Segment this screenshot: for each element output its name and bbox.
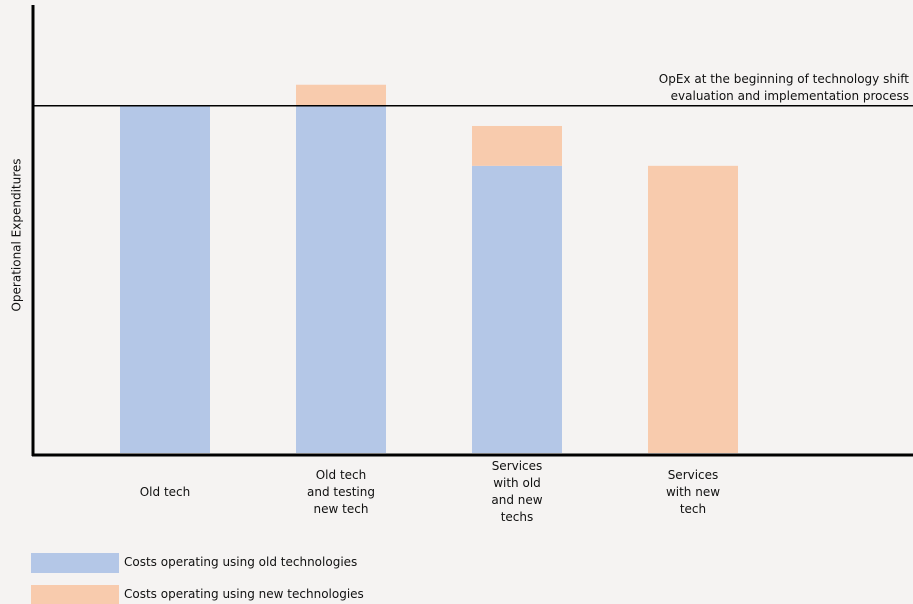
legend-label: Costs operating using old technologies xyxy=(124,555,358,569)
bar-segment xyxy=(472,125,562,166)
reference-annotation: OpEx at the beginning of technology shif… xyxy=(658,71,909,103)
bar-segment xyxy=(296,84,386,106)
x-tick-label: Old tech xyxy=(139,484,191,499)
x-tick-label: Old tech and testing new tech xyxy=(307,467,375,516)
legend-swatch xyxy=(31,553,119,573)
x-tick-label: Services with new tech xyxy=(665,467,721,516)
legend-label: Costs operating using new technologies xyxy=(124,587,364,601)
y-axis-label: Operational Expenditures xyxy=(9,158,24,312)
bar-segment xyxy=(472,165,562,453)
x-tick-label: Services with old and new techs xyxy=(491,459,543,524)
bar-segment xyxy=(648,165,738,453)
bar-segment xyxy=(120,105,210,454)
legend-swatch xyxy=(31,585,119,604)
bar-segment xyxy=(296,105,386,454)
